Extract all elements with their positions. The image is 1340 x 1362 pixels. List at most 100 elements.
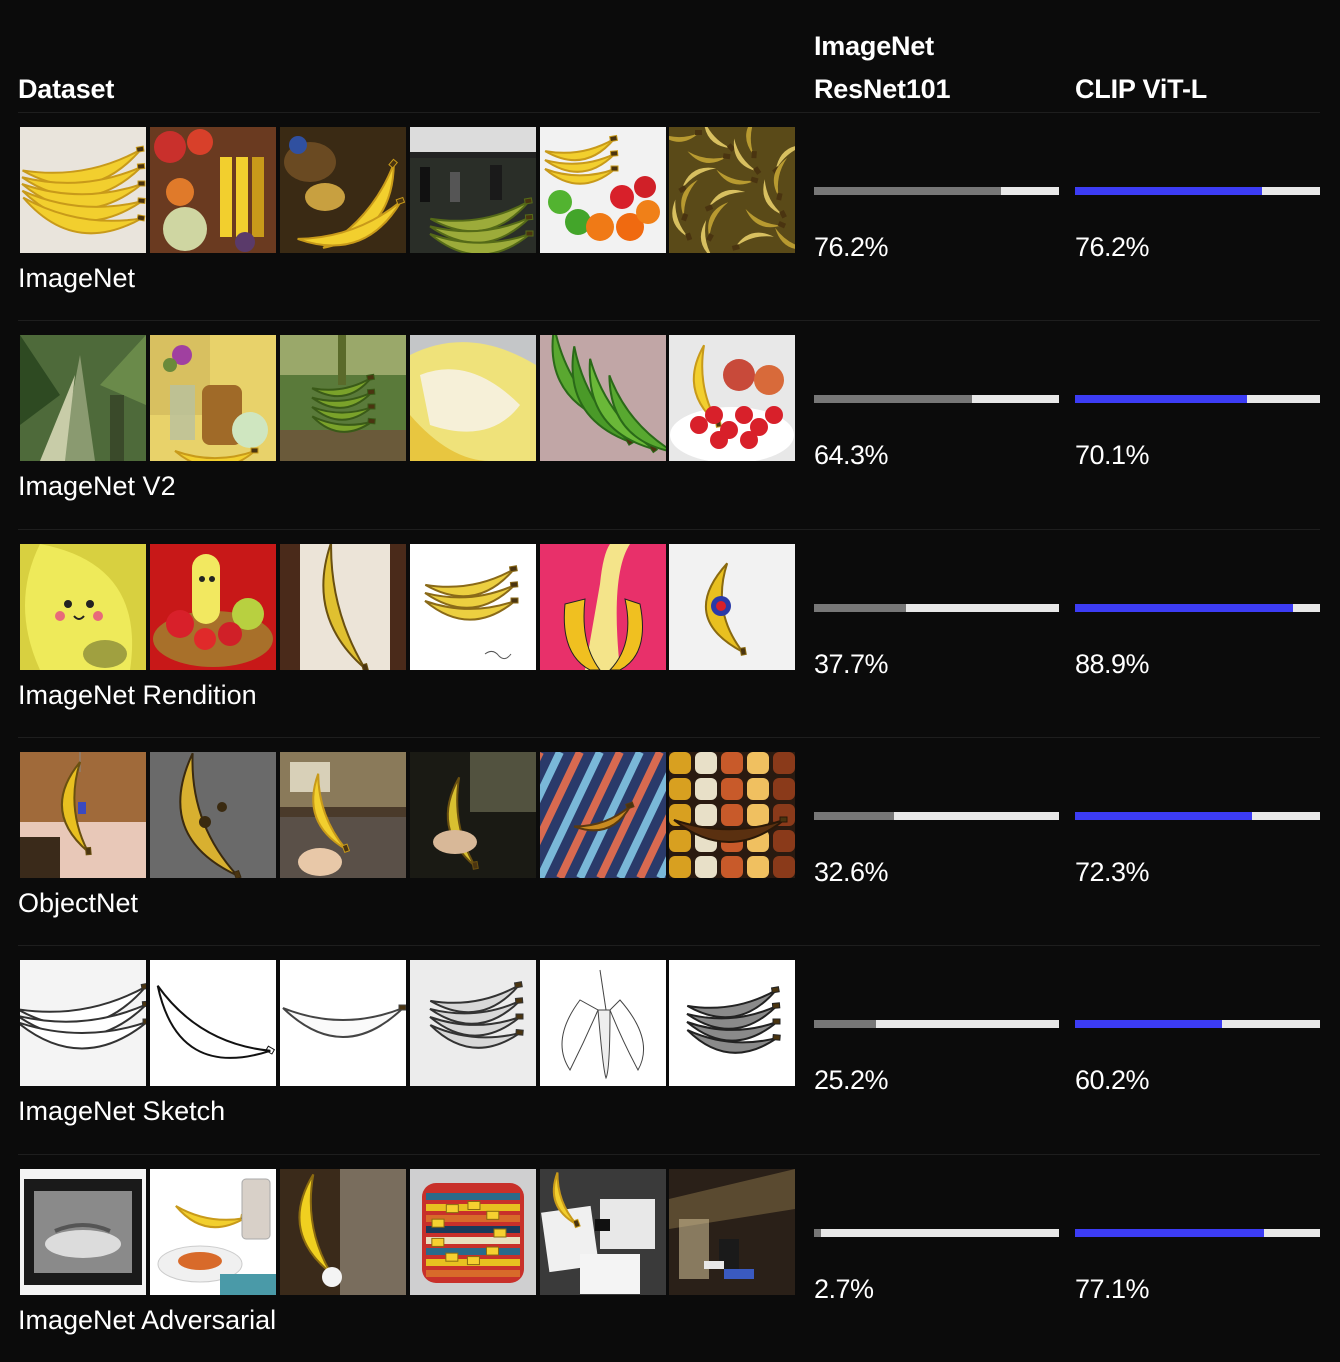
- sample-image: [410, 127, 536, 253]
- sample-image: [280, 751, 406, 878]
- row-divider: [18, 320, 1320, 322]
- sample-image: [669, 960, 795, 1087]
- sample-image: [540, 751, 666, 878]
- clip-accuracy-fill: [1075, 811, 1253, 820]
- clip-accuracy-bar: [1075, 811, 1320, 820]
- sample-image: [20, 543, 146, 670]
- sample-image: [410, 1168, 536, 1295]
- clip-accuracy-label: 60.2%: [1075, 1065, 1150, 1096]
- clip-accuracy-bar: [1075, 187, 1320, 195]
- clip-accuracy-label: 77.1%: [1075, 1273, 1150, 1304]
- sample-image: [410, 751, 536, 878]
- table-header: Dataset ImageNet ResNet101 CLIP ViT-L: [0, 0, 1340, 112]
- row-divider: [18, 528, 1320, 530]
- clip-accuracy-fill: [1075, 395, 1247, 404]
- clip-accuracy-bar: [1075, 395, 1320, 404]
- sample-image: [150, 543, 276, 670]
- sample-images: [20, 335, 796, 462]
- dataset-name: ImageNet V2: [18, 471, 176, 502]
- sample-image: [150, 960, 276, 1087]
- sample-image: [20, 335, 146, 462]
- resnet-accuracy-label: 37.7%: [814, 648, 889, 679]
- resnet-accuracy-fill: [814, 1228, 821, 1237]
- resnet-accuracy-label: 2.7%: [814, 1273, 874, 1304]
- resnet-accuracy-fill: [814, 1020, 876, 1029]
- resnet-accuracy-fill: [814, 395, 972, 404]
- sample-image: [540, 543, 666, 670]
- column-header-resnet: ImageNet ResNet101: [814, 31, 951, 104]
- resnet-accuracy-label: 64.3%: [814, 440, 889, 471]
- sample-images: [20, 543, 796, 670]
- sample-image: [410, 543, 536, 670]
- resnet-accuracy-fill: [814, 603, 907, 612]
- dataset-row: ImageNet V2 64.3% 70.1%: [0, 320, 1340, 528]
- dataset-name: ImageNet: [18, 263, 136, 293]
- sample-image: [540, 127, 666, 253]
- sample-image: [280, 1168, 406, 1295]
- sample-image: [669, 1168, 795, 1295]
- clip-accuracy-bar: [1075, 1020, 1320, 1029]
- resnet-accuracy-fill: [814, 187, 1001, 195]
- resnet-accuracy-bar: [814, 603, 1059, 612]
- dataset-row: ImageNet Rendition 37.7% 88.9%: [0, 528, 1340, 737]
- sample-images: [20, 751, 796, 878]
- row-divider: [18, 112, 1320, 113]
- sample-image: [410, 960, 536, 1087]
- clip-accuracy-label: 88.9%: [1075, 648, 1150, 679]
- row-divider: [18, 945, 1320, 947]
- sample-image: [20, 960, 146, 1087]
- sample-image: [669, 127, 795, 253]
- resnet-accuracy-bar: [814, 1228, 1059, 1237]
- resnet-accuracy-bar: [814, 811, 1059, 820]
- sample-images: [20, 960, 796, 1087]
- resnet-accuracy-bar: [814, 1020, 1059, 1029]
- sample-image: [540, 960, 666, 1087]
- dataset-name: ObjectNet: [18, 887, 139, 918]
- resnet-accuracy-bar: [814, 395, 1059, 404]
- sample-image: [20, 127, 146, 253]
- sample-image: [150, 1168, 276, 1295]
- resnet-accuracy-label: 25.2%: [814, 1065, 889, 1096]
- column-header-dataset: Dataset: [18, 74, 115, 104]
- sample-images: [20, 127, 796, 253]
- clip-accuracy-bar: [1075, 603, 1320, 612]
- sample-image: [20, 1168, 146, 1295]
- dataset-row: ObjectNet 32.6% 72.3%: [0, 736, 1340, 945]
- clip-accuracy-fill: [1075, 603, 1293, 612]
- resnet-accuracy-label: 76.2%: [814, 232, 889, 262]
- sample-image: [150, 127, 276, 253]
- sample-image: [150, 751, 276, 878]
- sample-images: [20, 1168, 796, 1295]
- row-divider: [18, 736, 1320, 738]
- dataset-name: ImageNet Adversarial: [18, 1304, 277, 1335]
- sample-image: [669, 543, 795, 670]
- dataset-name: ImageNet Sketch: [18, 1096, 226, 1127]
- column-header-clip: CLIP ViT-L: [1075, 74, 1208, 104]
- clip-accuracy-fill: [1075, 1020, 1223, 1029]
- clip-accuracy-fill: [1075, 1228, 1264, 1237]
- row-divider: [18, 1153, 1320, 1155]
- sample-image: [280, 127, 406, 253]
- sample-image: [280, 335, 406, 462]
- resnet-accuracy-fill: [814, 811, 894, 820]
- resnet-accuracy-label: 32.6%: [814, 856, 889, 887]
- sample-image: [669, 751, 795, 878]
- sample-image: [540, 1168, 666, 1295]
- clip-accuracy-fill: [1075, 187, 1262, 195]
- clip-accuracy-label: 76.2%: [1075, 232, 1150, 262]
- clip-accuracy-bar: [1075, 1228, 1320, 1237]
- sample-image: [410, 335, 536, 462]
- dataset-row: ImageNet Sketch 25.2% 60.2%: [0, 945, 1340, 1153]
- sample-image: [150, 335, 276, 462]
- sample-image: [669, 335, 795, 462]
- sample-image: [280, 960, 406, 1087]
- resnet-accuracy-bar: [814, 187, 1059, 195]
- dataset-row: ImageNet 76.2% 76.2%: [0, 112, 1340, 320]
- sample-image: [540, 335, 666, 462]
- sample-image: [20, 751, 146, 878]
- dataset-name: ImageNet Rendition: [18, 679, 257, 710]
- dataset-row: ImageNet Adversarial 2.7% 77.1%: [0, 1153, 1340, 1362]
- sample-image: [280, 543, 406, 670]
- clip-accuracy-label: 72.3%: [1075, 856, 1150, 887]
- clip-accuracy-label: 70.1%: [1075, 440, 1150, 471]
